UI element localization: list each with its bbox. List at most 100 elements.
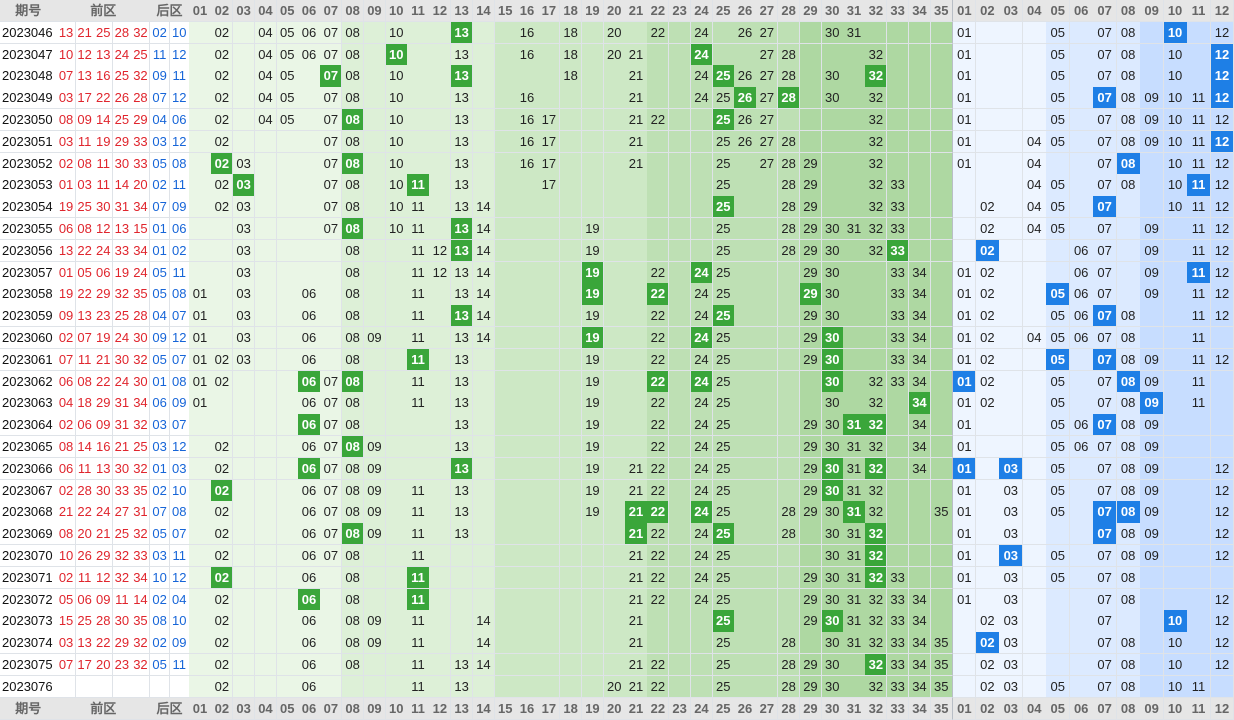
front-grid-cell[interactable]: 21 [625,43,648,66]
front-grid-cell[interactable] [560,566,583,590]
front-grid-cell[interactable]: 34 [908,588,932,611]
front-grid-cell[interactable]: 32 [865,479,888,502]
back-grid-cell[interactable] [1163,523,1188,546]
front-grid-cell[interactable]: 10 [385,109,408,132]
front-grid-cell[interactable]: 07 [320,523,343,546]
back-grid-cell[interactable]: 09 [1140,370,1165,393]
front-grid-cell[interactable] [516,588,539,611]
front-grid-cell[interactable] [669,457,692,481]
front-grid-cell[interactable] [472,566,496,590]
front-hit-cell[interactable]: 11 [407,588,430,611]
back-grid-cell[interactable]: 07 [1093,566,1118,590]
back-grid-cell[interactable]: 04 [1022,152,1047,175]
front-grid-cell[interactable]: 22 [647,109,670,132]
front-hit-cell[interactable]: 13 [451,305,474,328]
front-grid-cell[interactable] [908,196,932,219]
front-grid-cell[interactable] [647,130,670,154]
front-grid-cell[interactable] [276,327,299,350]
front-grid-cell[interactable]: 26 [734,130,757,154]
front-grid-cell[interactable]: 21 [625,654,648,677]
front-grid-cell[interactable] [538,261,561,284]
front-hit-cell[interactable]: 30 [821,479,844,502]
back-grid-cell[interactable] [1046,632,1071,655]
front-grid-cell[interactable] [516,414,539,437]
back-hit-cell[interactable]: 12 [1210,65,1234,88]
front-grid-cell[interactable] [887,523,910,546]
back-grid-cell[interactable]: 11 [1187,239,1212,263]
front-grid-cell[interactable]: 08 [342,43,365,66]
period-cell[interactable]: 2023048 [0,65,58,88]
front-grid-cell[interactable]: 30 [821,436,844,459]
front-grid-cell[interactable] [734,501,757,524]
front-grid-cell[interactable] [756,436,779,459]
back-grid-cell[interactable]: 09 [1140,87,1165,110]
front-hit-cell[interactable]: 34 [908,392,932,415]
front-grid-cell[interactable]: 28 [778,130,801,154]
front-grid-cell[interactable] [472,370,496,393]
front-grid-cell[interactable] [647,218,670,241]
front-grid-cell[interactable]: 34 [908,632,932,655]
back-grid-cell[interactable] [952,675,977,699]
front-grid-cell[interactable]: 09 [363,327,387,350]
front-hit-cell[interactable]: 21 [625,523,648,546]
back-grid-cell[interactable] [1140,152,1165,175]
front-grid-cell[interactable] [298,196,321,219]
front-grid-cell[interactable]: 34 [908,283,932,306]
front-grid-cell[interactable] [908,479,932,502]
front-grid-cell[interactable] [581,610,605,633]
front-grid-cell[interactable]: 01 [189,327,212,350]
front-grid-cell[interactable] [690,239,714,263]
front-grid-cell[interactable] [516,523,539,546]
front-grid-cell[interactable]: 07 [320,130,343,154]
front-grid-cell[interactable] [625,370,648,393]
front-grid-cell[interactable] [385,261,408,284]
front-grid-cell[interactable]: 02 [211,523,234,546]
back-grid-cell[interactable]: 02 [975,348,1000,372]
back-grid-cell[interactable] [1187,21,1212,45]
front-grid-cell[interactable] [472,174,496,197]
back-grid-cell[interactable]: 05 [1046,436,1071,459]
front-grid-cell[interactable] [233,130,256,154]
front-grid-cell[interactable]: 10 [385,174,408,197]
back-hit-cell[interactable]: 09 [1140,392,1165,415]
front-grid-cell[interactable] [581,130,605,154]
back-grid-cell[interactable] [1210,566,1234,590]
front-grid-cell[interactable]: 21 [625,566,648,590]
back-grid-cell[interactable]: 08 [1116,675,1141,699]
front-grid-cell[interactable]: 33 [887,654,910,677]
back-grid-cell[interactable]: 09 [1140,109,1165,132]
back-grid-cell[interactable]: 04 [1022,327,1047,350]
front-grid-cell[interactable]: 24 [690,348,714,372]
front-grid-cell[interactable] [603,392,626,415]
front-grid-cell[interactable]: 07 [320,218,343,241]
front-grid-cell[interactable]: 11 [407,392,430,415]
front-grid-cell[interactable] [472,21,496,45]
front-grid-cell[interactable]: 28 [778,174,801,197]
front-grid-cell[interactable] [472,348,496,372]
back-grid-cell[interactable] [1069,87,1094,110]
front-grid-cell[interactable] [429,152,452,175]
front-grid-cell[interactable] [930,370,953,393]
front-grid-cell[interactable] [625,392,648,415]
front-grid-cell[interactable] [669,370,692,393]
front-grid-cell[interactable] [276,283,299,306]
front-grid-cell[interactable] [843,87,866,110]
back-grid-cell[interactable] [1022,392,1047,415]
back-grid-cell[interactable] [1022,566,1047,590]
front-grid-cell[interactable]: 08 [342,87,365,110]
back-grid-cell[interactable] [1022,632,1047,655]
front-grid-cell[interactable] [254,239,278,263]
front-grid-cell[interactable]: 09 [363,457,387,481]
front-grid-cell[interactable] [385,305,408,328]
front-grid-cell[interactable]: 03 [233,218,256,241]
front-grid-cell[interactable] [363,21,387,45]
front-grid-cell[interactable] [799,392,823,415]
back-grid-cell[interactable]: 12 [1210,348,1234,372]
front-grid-cell[interactable]: 03 [233,327,256,350]
front-grid-cell[interactable]: 28 [778,654,801,677]
front-grid-cell[interactable] [494,479,517,502]
front-grid-cell[interactable] [254,283,278,306]
front-grid-cell[interactable]: 02 [211,610,234,633]
front-grid-cell[interactable] [494,21,517,45]
front-grid-cell[interactable]: 07 [320,414,343,437]
